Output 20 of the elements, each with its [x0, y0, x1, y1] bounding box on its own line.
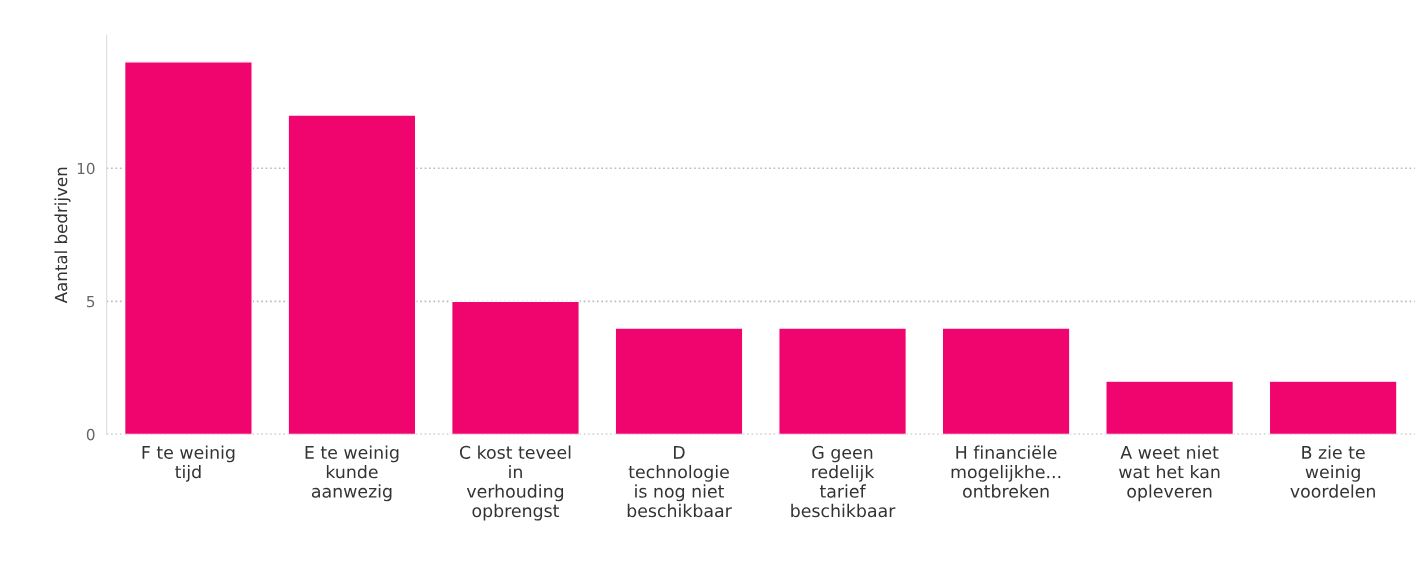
- bar: [451, 300, 580, 435]
- y-tick-label: 5: [87, 295, 95, 308]
- bar: [1105, 380, 1235, 435]
- bar: [614, 327, 744, 435]
- x-tick-label: F te weinig tijd: [142, 445, 235, 482]
- x-tick-label: C kost teveel in verhouding opbrengst: [459, 445, 571, 521]
- bar: [1268, 380, 1398, 435]
- bar: [123, 61, 253, 435]
- x-tick-label: E te weinig kunde aanwezig: [305, 445, 399, 502]
- x-tick-label: H financiële mogelijkhe... ontbreken: [951, 445, 1061, 498]
- x-tick-label: A weet niet wat het kan opleveren: [1119, 445, 1220, 502]
- bar: [941, 327, 1071, 435]
- x-tick-label: D technologie is nog niet beschikbaar: [627, 446, 732, 518]
- y-axis-title: Aantal bedrijven: [54, 167, 71, 304]
- bar: [287, 114, 417, 435]
- x-tick-label: B zie te weinig voordelen: [1290, 445, 1375, 498]
- y-tick-label: 10: [77, 162, 95, 175]
- x-tick-label: G geen redelijk tarief beschikbaar: [791, 445, 896, 518]
- bar: [778, 327, 908, 435]
- y-tick-label: 0: [86, 428, 95, 441]
